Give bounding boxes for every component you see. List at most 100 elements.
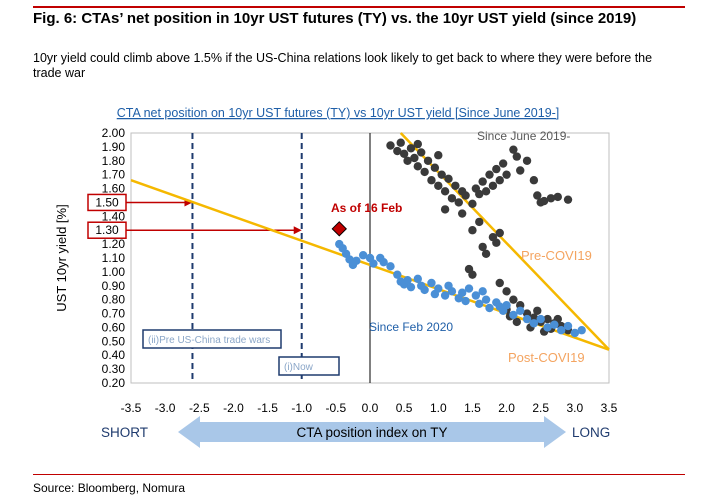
- data-point-since-june-2019: [481, 187, 491, 196]
- source-note: Source: Bloomberg, Nomura: [33, 481, 186, 495]
- annotation-as-of: As of 16 Feb: [331, 201, 402, 215]
- data-point-since-june-2019: [516, 166, 525, 175]
- x-tick-label: -1.5: [257, 401, 278, 415]
- data-point-since-june-2019: [502, 287, 511, 296]
- data-point-since-feb-2020: [516, 306, 525, 315]
- data-point-since-june-2019: [461, 191, 470, 200]
- data-point-since-feb-2020: [386, 262, 395, 271]
- y-axis-label: UST 10yr yield [%]: [54, 204, 69, 311]
- data-point-since-june-2019: [533, 306, 542, 315]
- data-point-since-june-2019: [533, 191, 542, 200]
- data-point-since-feb-2020: [557, 326, 566, 335]
- data-point-since-june-2019: [399, 149, 409, 159]
- figure-title: Fig. 6: CTAs’ net position in 10yr UST f…: [33, 10, 637, 27]
- data-point-since-june-2019: [539, 196, 549, 206]
- data-point-since-june-2019: [492, 164, 501, 174]
- highlight-level-label: 1.50: [95, 195, 119, 209]
- highlight-arrowhead: [293, 226, 302, 235]
- data-point-since-june-2019: [495, 228, 504, 238]
- x-tick-label: 2.0: [498, 401, 515, 415]
- data-point-since-june-2019: [509, 145, 518, 154]
- data-point-since-june-2019: [529, 176, 539, 185]
- data-point-since-june-2019: [495, 278, 504, 288]
- short-label: SHORT: [101, 425, 148, 440]
- annotation-post-covid: Post-COVI19: [508, 350, 585, 365]
- data-point-since-june-2019: [396, 138, 405, 147]
- highlight-level-label: 1.30: [95, 223, 119, 237]
- chart-title: CTA net position on 10yr UST futures (TY…: [117, 106, 560, 120]
- reference-label-box: [278, 356, 340, 376]
- data-point-since-feb-2020: [393, 270, 402, 279]
- data-point-since-feb-2020: [536, 314, 545, 324]
- data-point-since-june-2019: [481, 249, 491, 259]
- data-point-since-feb-2020: [406, 282, 416, 292]
- data-point-since-feb-2020: [457, 288, 467, 297]
- x-tick-label: -3.0: [155, 401, 176, 415]
- data-point-since-feb-2020: [352, 256, 361, 265]
- data-point-since-feb-2020: [529, 319, 539, 328]
- data-point-since-feb-2020: [461, 296, 470, 306]
- data-point-since-feb-2020: [563, 321, 573, 331]
- y-tick-label: 1.70: [102, 168, 126, 182]
- data-point-since-feb-2020: [471, 291, 481, 300]
- data-point-since-june-2019: [468, 226, 477, 235]
- y-tick-label: 1.60: [102, 182, 126, 196]
- data-point-since-june-2019: [434, 151, 443, 160]
- data-point-since-june-2019: [512, 317, 522, 327]
- y-tick-label: 0.40: [102, 348, 126, 362]
- x-tick-label: 2.5: [532, 401, 549, 415]
- figure-subtitle: 10yr yield could climb above 1.5% if the…: [33, 51, 653, 80]
- data-point-since-feb-2020: [403, 276, 412, 285]
- data-point-since-june-2019: [410, 153, 419, 163]
- data-point-since-june-2019: [488, 181, 498, 190]
- data-point-since-feb-2020: [434, 284, 443, 293]
- data-point-since-june-2019: [492, 238, 501, 247]
- position-index-arrow: [178, 416, 566, 448]
- long-label: LONG: [572, 425, 610, 440]
- data-point-since-feb-2020: [413, 274, 422, 284]
- reference-label: (ii)Pre US-China trade wars: [148, 335, 270, 346]
- y-tick-label: 0.90: [102, 279, 126, 293]
- y-tick-label: 0.60: [102, 320, 126, 334]
- data-point-since-june-2019: [403, 156, 412, 165]
- data-point-since-june-2019: [430, 163, 440, 172]
- data-point-since-feb-2020: [543, 323, 552, 332]
- annotation-since-feb: Since Feb 2020: [369, 320, 453, 334]
- x-tick-label: -1.0: [291, 401, 312, 415]
- data-point-since-feb-2020: [464, 284, 474, 293]
- annotation-pre-covid: Pre-COVI19: [521, 248, 592, 263]
- data-point-since-june-2019: [475, 217, 484, 227]
- y-tick-label: 1.20: [102, 237, 126, 251]
- data-point-since-june-2019: [413, 139, 422, 149]
- data-point-since-june-2019: [451, 181, 460, 190]
- scatter-chart: CTA net position on 10yr UST futures (TY…: [54, 106, 618, 448]
- data-point-since-june-2019: [553, 192, 562, 202]
- data-point-since-june-2019: [563, 195, 573, 204]
- bottom-rule: [33, 474, 685, 475]
- data-point-since-feb-2020: [379, 257, 388, 267]
- data-point-since-feb-2020: [570, 328, 580, 338]
- x-axis-label: CTA position index on TY: [296, 425, 447, 440]
- data-point-since-feb-2020: [358, 251, 368, 260]
- y-tick-label: 0.80: [102, 293, 126, 307]
- data-point-since-feb-2020: [420, 285, 429, 295]
- data-point-since-feb-2020: [440, 291, 450, 300]
- data-point-since-june-2019: [512, 152, 522, 161]
- y-tick-label: 1.40: [102, 209, 126, 223]
- reference-label-box: [142, 329, 282, 349]
- y-tick-label: 2.00: [102, 126, 126, 140]
- x-tick-label: -2.5: [189, 401, 210, 415]
- y-tick-label: 0.20: [102, 376, 126, 390]
- x-tick-label: 3.0: [567, 401, 584, 415]
- x-tick-label: -0.5: [326, 401, 347, 415]
- data-point-since-june-2019: [454, 198, 463, 207]
- data-point-since-feb-2020: [475, 299, 484, 309]
- x-tick-label: 1.5: [464, 401, 481, 415]
- data-point-since-feb-2020: [369, 259, 378, 268]
- data-point-since-june-2019: [420, 167, 429, 177]
- annotation-since-june: Since June 2019-: [477, 129, 570, 143]
- data-point-since-feb-2020: [502, 301, 511, 310]
- y-tick-label: 0.70: [102, 307, 126, 321]
- data-point-since-june-2019: [485, 170, 494, 179]
- data-point-since-june-2019: [417, 148, 426, 157]
